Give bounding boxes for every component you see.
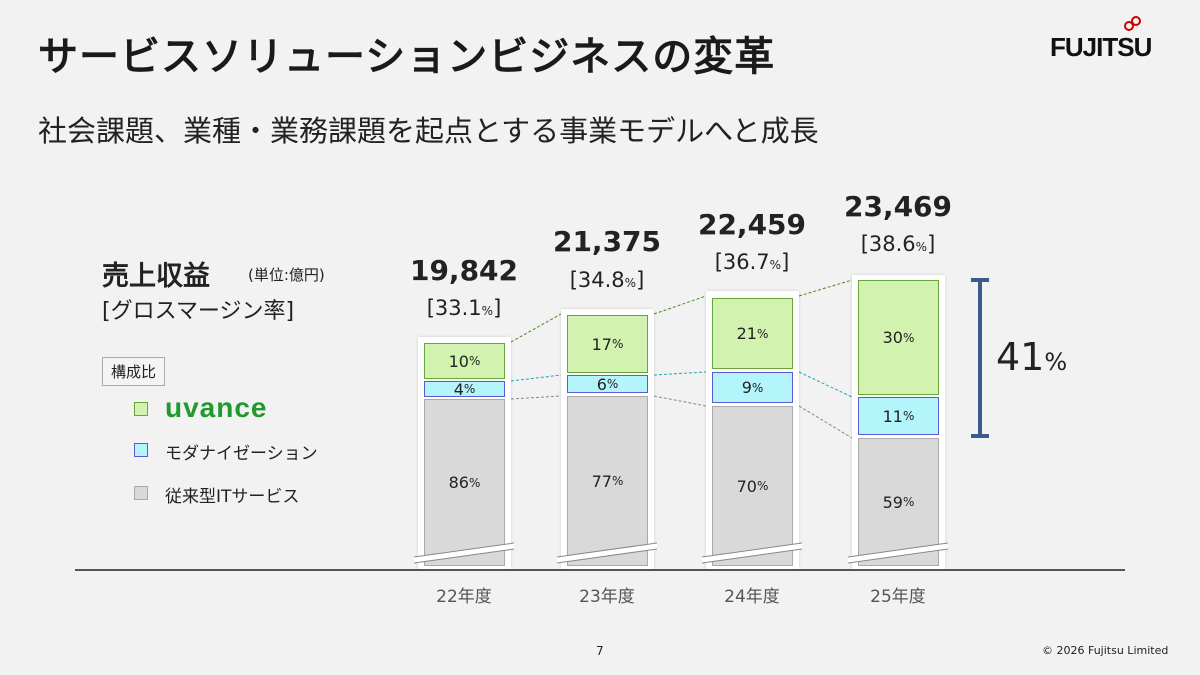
bar-segment-legacy: 59% xyxy=(858,438,939,566)
x-tick-label: 24年度 xyxy=(724,587,780,607)
legend-label-uvance: uvance xyxy=(165,392,268,423)
percent-sign: % xyxy=(606,377,619,391)
gross-margin-value: 36.7 xyxy=(722,250,770,274)
percent-sign: % xyxy=(915,240,928,254)
total-label: 23,469 xyxy=(843,190,953,223)
bar-segment-modernization: 4% xyxy=(424,379,505,399)
percent-sign: % xyxy=(756,479,769,493)
copyright: © 2026 Fujitsu Limited xyxy=(1042,644,1169,657)
gross-margin-value: 33.1 xyxy=(434,296,482,320)
share-percent: % xyxy=(1044,348,1068,376)
percent-sign: % xyxy=(463,382,476,396)
legend-swatch-uvance xyxy=(134,402,148,416)
connector-line xyxy=(653,371,707,376)
x-tick-label: 23年度 xyxy=(579,587,635,607)
bar-segment-modernization: 9% xyxy=(712,372,793,403)
bar-segment-legacy: 70% xyxy=(712,406,793,566)
total-label: 19,842 xyxy=(409,254,519,287)
gross-margin-value: 34.8 xyxy=(577,268,625,292)
percent-sign: % xyxy=(751,380,764,395)
bar-segment-modernization: 11% xyxy=(858,397,939,435)
percent-sign: % xyxy=(611,337,624,351)
page-title: サービスソリューションビジネスの変革 xyxy=(38,34,776,80)
percent-sign: % xyxy=(769,258,782,272)
legend-label-legacy: 従来型ITサービス xyxy=(165,487,300,507)
segment-label: 9 xyxy=(741,378,752,397)
percent-sign: % xyxy=(468,475,481,490)
fujitsu-infinity-icon xyxy=(1124,16,1141,31)
bar-segment-uvance: 21% xyxy=(712,298,793,369)
segment-label: 10 xyxy=(448,351,469,371)
bar-segment-modernization: 6% xyxy=(567,374,648,394)
percent-sign: % xyxy=(902,409,915,423)
axis-break xyxy=(848,542,948,564)
percent-sign: % xyxy=(611,474,624,488)
segment-label: 86 xyxy=(448,473,469,492)
percent-sign: % xyxy=(902,495,915,509)
gross-margin-label: [36.7%] xyxy=(714,250,790,274)
segment-label: 30 xyxy=(882,328,903,347)
legend-label-modernization: モダナイゼーション xyxy=(165,444,318,464)
total-label: 22,459 xyxy=(697,208,807,241)
connector-line xyxy=(798,279,853,297)
total-label: 21,375 xyxy=(552,225,662,258)
connector-line xyxy=(798,371,853,398)
page-number: 7 xyxy=(596,644,604,658)
legend-title: 構成比 xyxy=(102,357,166,386)
bar-segment-uvance: 10% xyxy=(424,343,505,379)
gross-margin-label: [33.1%] xyxy=(426,296,502,320)
legend-swatch-modernization xyxy=(134,443,148,457)
bracket xyxy=(971,278,989,438)
bar-segment-uvance: 30% xyxy=(858,280,939,395)
connector-line xyxy=(653,395,707,407)
margin-label: [グロスマージン率] xyxy=(102,299,295,324)
percent-sign: % xyxy=(624,276,637,290)
x-axis xyxy=(75,569,1125,571)
legend-swatch-legacy xyxy=(134,486,148,500)
bar-segment-legacy: 77% xyxy=(567,396,648,566)
connector-line xyxy=(653,295,707,315)
segment-label: 4 xyxy=(453,379,464,399)
axis-break xyxy=(702,542,802,564)
chart-unit: (単位:億円) xyxy=(248,266,325,284)
segment-label: 11 xyxy=(882,406,903,426)
connector-line xyxy=(510,374,562,382)
gross-margin-label: [38.6%] xyxy=(860,232,936,256)
percent-sign: % xyxy=(756,326,769,341)
share-annotation: 41% xyxy=(996,335,1067,379)
gross-margin-value: 38.6 xyxy=(868,232,916,256)
x-tick-label: 25年度 xyxy=(870,587,926,607)
segment-label: 21 xyxy=(736,324,757,343)
segment-label: 6 xyxy=(596,374,607,394)
share-value: 41 xyxy=(996,335,1045,379)
connector-line xyxy=(510,313,562,343)
axis-break xyxy=(414,542,514,564)
x-tick-label: 22年度 xyxy=(436,587,492,607)
fujitsu-logo: FUJITSU xyxy=(1050,32,1152,62)
percent-sign: % xyxy=(481,304,494,318)
segment-label: 70 xyxy=(736,476,757,496)
chart-title: 売上収益 xyxy=(102,261,210,292)
connector-line xyxy=(798,405,853,439)
segment-label: 77 xyxy=(591,471,612,491)
segment-label: 59 xyxy=(882,492,903,512)
percent-sign: % xyxy=(902,330,915,345)
percent-sign: % xyxy=(468,354,481,368)
bar-segment-uvance: 17% xyxy=(567,315,648,373)
connector-line xyxy=(510,395,562,400)
bar-segment-legacy: 86% xyxy=(424,399,505,566)
segment-label: 17 xyxy=(591,334,612,354)
page-subtitle: 社会課題、業種・業務課題を起点とする事業モデルへと成長 xyxy=(38,114,819,148)
axis-break xyxy=(557,542,657,564)
gross-margin-label: [34.8%] xyxy=(569,268,645,292)
